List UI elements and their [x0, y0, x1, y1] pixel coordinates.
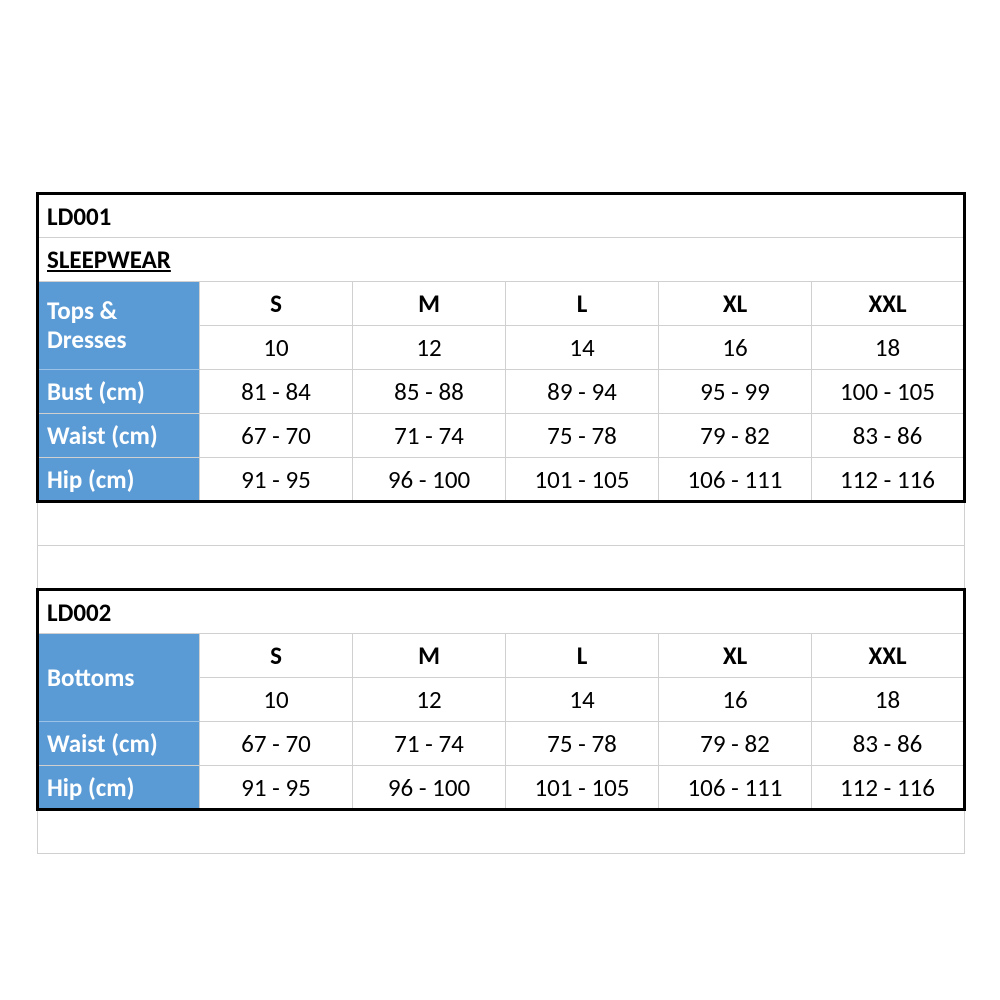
block1-row-header-text: Tops &Dresses [47, 295, 126, 355]
b1-m1-0: 67 - 70 [200, 414, 353, 458]
b1-num-3: 16 [659, 326, 812, 370]
block1-row-header: Tops &Dresses [38, 282, 200, 370]
gap-row [38, 810, 965, 854]
b2-m1-1: 96 - 100 [353, 766, 506, 810]
block1-category: SLEEPWEAR [38, 238, 965, 282]
b1-size-xl: XL [659, 282, 812, 326]
b1-num-4: 18 [812, 326, 965, 370]
size-tables: LD001 SLEEPWEAR Tops &Dresses S M L XL X… [36, 192, 964, 854]
b1-m2-4: 112 - 116 [812, 458, 965, 502]
b1-m2-3: 106 - 111 [659, 458, 812, 502]
block2-code: LD002 [38, 590, 965, 634]
b2-size-xl: XL [659, 634, 812, 678]
b1-size-s: S [200, 282, 353, 326]
b2-m0-2: 75 - 78 [506, 722, 659, 766]
b2-m0-0: 67 - 70 [200, 722, 353, 766]
b2-m1-0: 91 - 95 [200, 766, 353, 810]
block1-code: LD001 [38, 194, 965, 238]
b2-m1-label: Hip (cm) [38, 766, 200, 810]
b1-num-0: 10 [200, 326, 353, 370]
b1-m1-label: Waist (cm) [38, 414, 200, 458]
b2-m1-2: 101 - 105 [506, 766, 659, 810]
b2-m0-4: 83 - 86 [812, 722, 965, 766]
b1-m0-label: Bust (cm) [38, 370, 200, 414]
b1-m0-3: 95 - 99 [659, 370, 812, 414]
b2-size-l: L [506, 634, 659, 678]
b1-m1-4: 83 - 86 [812, 414, 965, 458]
b1-size-m: M [353, 282, 506, 326]
size-table: LD001 SLEEPWEAR Tops &Dresses S M L XL X… [36, 192, 966, 854]
b2-m0-3: 79 - 82 [659, 722, 812, 766]
b2-size-m: M [353, 634, 506, 678]
b2-m0-1: 71 - 74 [353, 722, 506, 766]
b1-m2-0: 91 - 95 [200, 458, 353, 502]
b1-m2-label: Hip (cm) [38, 458, 200, 502]
b2-num-3: 16 [659, 678, 812, 722]
b1-num-2: 14 [506, 326, 659, 370]
b2-m1-3: 106 - 111 [659, 766, 812, 810]
b1-m1-3: 79 - 82 [659, 414, 812, 458]
b1-m1-2: 75 - 78 [506, 414, 659, 458]
gap-row [38, 502, 965, 546]
b1-size-l: L [506, 282, 659, 326]
b1-m0-2: 89 - 94 [506, 370, 659, 414]
b1-m0-4: 100 - 105 [812, 370, 965, 414]
b1-num-1: 12 [353, 326, 506, 370]
spreadsheet-sheet: LD001 SLEEPWEAR Tops &Dresses S M L XL X… [0, 0, 1000, 1000]
gap-row [38, 546, 965, 590]
b2-num-0: 10 [200, 678, 353, 722]
b1-m2-2: 101 - 105 [506, 458, 659, 502]
b2-m1-4: 112 - 116 [812, 766, 965, 810]
b2-m0-label: Waist (cm) [38, 722, 200, 766]
b2-num-2: 14 [506, 678, 659, 722]
b2-num-4: 18 [812, 678, 965, 722]
b2-num-1: 12 [353, 678, 506, 722]
b2-size-xxl: XXL [812, 634, 965, 678]
b1-m0-0: 81 - 84 [200, 370, 353, 414]
b1-size-xxl: XXL [812, 282, 965, 326]
b2-size-s: S [200, 634, 353, 678]
b1-m1-1: 71 - 74 [353, 414, 506, 458]
b1-m0-1: 85 - 88 [353, 370, 506, 414]
block2-row-header: Bottoms [38, 634, 200, 722]
b1-m2-1: 96 - 100 [353, 458, 506, 502]
